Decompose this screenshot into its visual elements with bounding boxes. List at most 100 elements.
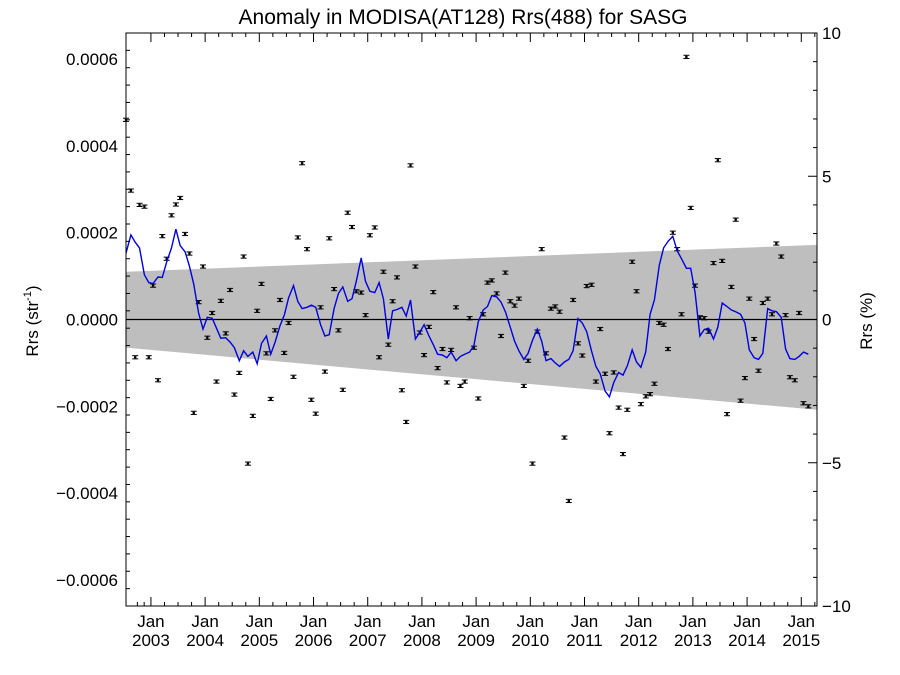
anomaly-point — [647, 392, 654, 397]
anomaly-point — [561, 435, 568, 440]
point-marker — [287, 321, 290, 324]
point-marker — [693, 284, 697, 287]
point-marker — [188, 252, 191, 255]
point-marker — [522, 384, 525, 387]
point-marker — [382, 270, 385, 273]
anomaly-point — [358, 290, 365, 295]
x-tick-month: Jan — [788, 612, 815, 631]
anomaly-point — [172, 202, 179, 207]
point-marker — [183, 232, 187, 235]
point-marker — [170, 214, 173, 217]
point-marker — [201, 265, 205, 268]
point-marker — [143, 205, 146, 208]
anomaly-point — [484, 280, 491, 285]
anomaly-point — [552, 304, 559, 309]
y-tick-label: 0.0006 — [66, 50, 118, 69]
point-marker — [174, 203, 178, 206]
point-marker — [273, 329, 277, 332]
y-right-tick-label: −10 — [822, 597, 851, 616]
y-tick-label: 0.0000 — [66, 311, 118, 330]
point-marker — [422, 354, 426, 357]
anomaly-point — [430, 290, 437, 295]
point-marker — [725, 413, 729, 416]
chart-title: Anomaly in MODISA(AT128) Rrs(488) for SA… — [239, 6, 688, 29]
anomaly-point — [701, 316, 708, 321]
anomaly-point — [168, 213, 175, 218]
point-marker — [238, 371, 241, 374]
anomaly-point — [574, 341, 581, 346]
point-marker — [752, 338, 756, 341]
point-marker — [472, 346, 476, 349]
anomaly-point — [186, 251, 193, 256]
anomaly-point — [764, 296, 771, 301]
point-marker — [400, 389, 404, 392]
anomaly-point — [335, 328, 342, 333]
anomaly-point — [362, 313, 369, 318]
point-marker — [233, 393, 236, 396]
point-marker — [658, 321, 661, 324]
anomaly-point — [493, 291, 500, 296]
anomaly-point — [317, 305, 324, 310]
anomaly-point — [637, 402, 644, 407]
point-marker — [698, 316, 702, 319]
point-marker — [734, 218, 737, 221]
point-marker — [509, 300, 512, 303]
point-marker — [242, 255, 245, 258]
point-marker — [328, 237, 331, 240]
anomaly-point — [610, 370, 617, 375]
x-tick-year: 2012 — [620, 631, 658, 650]
anomaly-point — [732, 217, 739, 222]
anomaly-point — [453, 305, 460, 310]
anomaly-point — [498, 333, 505, 339]
anomaly-point — [796, 310, 803, 316]
x-tick-month: Jan — [408, 612, 435, 631]
anomaly-point — [244, 461, 251, 466]
point-marker — [748, 297, 751, 300]
point-marker — [337, 329, 340, 332]
x-tick-year: 2008 — [403, 631, 441, 650]
anomaly-point — [588, 282, 595, 287]
point-marker — [441, 348, 444, 351]
anomaly-point — [782, 313, 789, 318]
point-marker — [395, 276, 399, 279]
point-marker — [630, 260, 634, 263]
x-tick-month: Jan — [137, 612, 164, 631]
anomaly-point — [403, 419, 410, 425]
x-tick-month: Jan — [354, 612, 381, 631]
point-marker — [260, 282, 263, 285]
point-marker — [544, 352, 548, 355]
anomaly-point — [227, 287, 234, 293]
point-marker — [251, 414, 255, 417]
point-marker — [278, 298, 282, 301]
point-marker — [269, 397, 272, 400]
anomaly-point — [136, 202, 143, 207]
anomaly-point — [182, 231, 189, 237]
point-marker — [178, 196, 182, 199]
anomaly-point — [281, 350, 288, 356]
point-marker — [639, 403, 643, 406]
point-marker — [210, 311, 214, 314]
point-marker — [224, 332, 227, 335]
point-marker — [517, 297, 521, 300]
point-marker — [346, 211, 349, 214]
point-marker — [621, 453, 625, 456]
anomaly-point — [380, 269, 387, 274]
point-marker — [653, 382, 656, 385]
anomaly-point — [393, 275, 400, 280]
anomaly-point — [209, 310, 216, 316]
point-marker — [495, 292, 498, 295]
point-marker — [197, 301, 200, 304]
anomaly-point — [602, 371, 609, 376]
anomaly-point — [385, 342, 392, 347]
anomaly-point — [755, 368, 762, 373]
anomaly-point — [633, 289, 640, 294]
anomaly-point — [145, 355, 152, 360]
y-tick-label: 0.0002 — [66, 224, 118, 243]
x-tick-month: Jan — [191, 612, 218, 631]
point-marker — [156, 379, 160, 382]
point-marker — [350, 226, 354, 229]
anomaly-point — [222, 331, 229, 336]
